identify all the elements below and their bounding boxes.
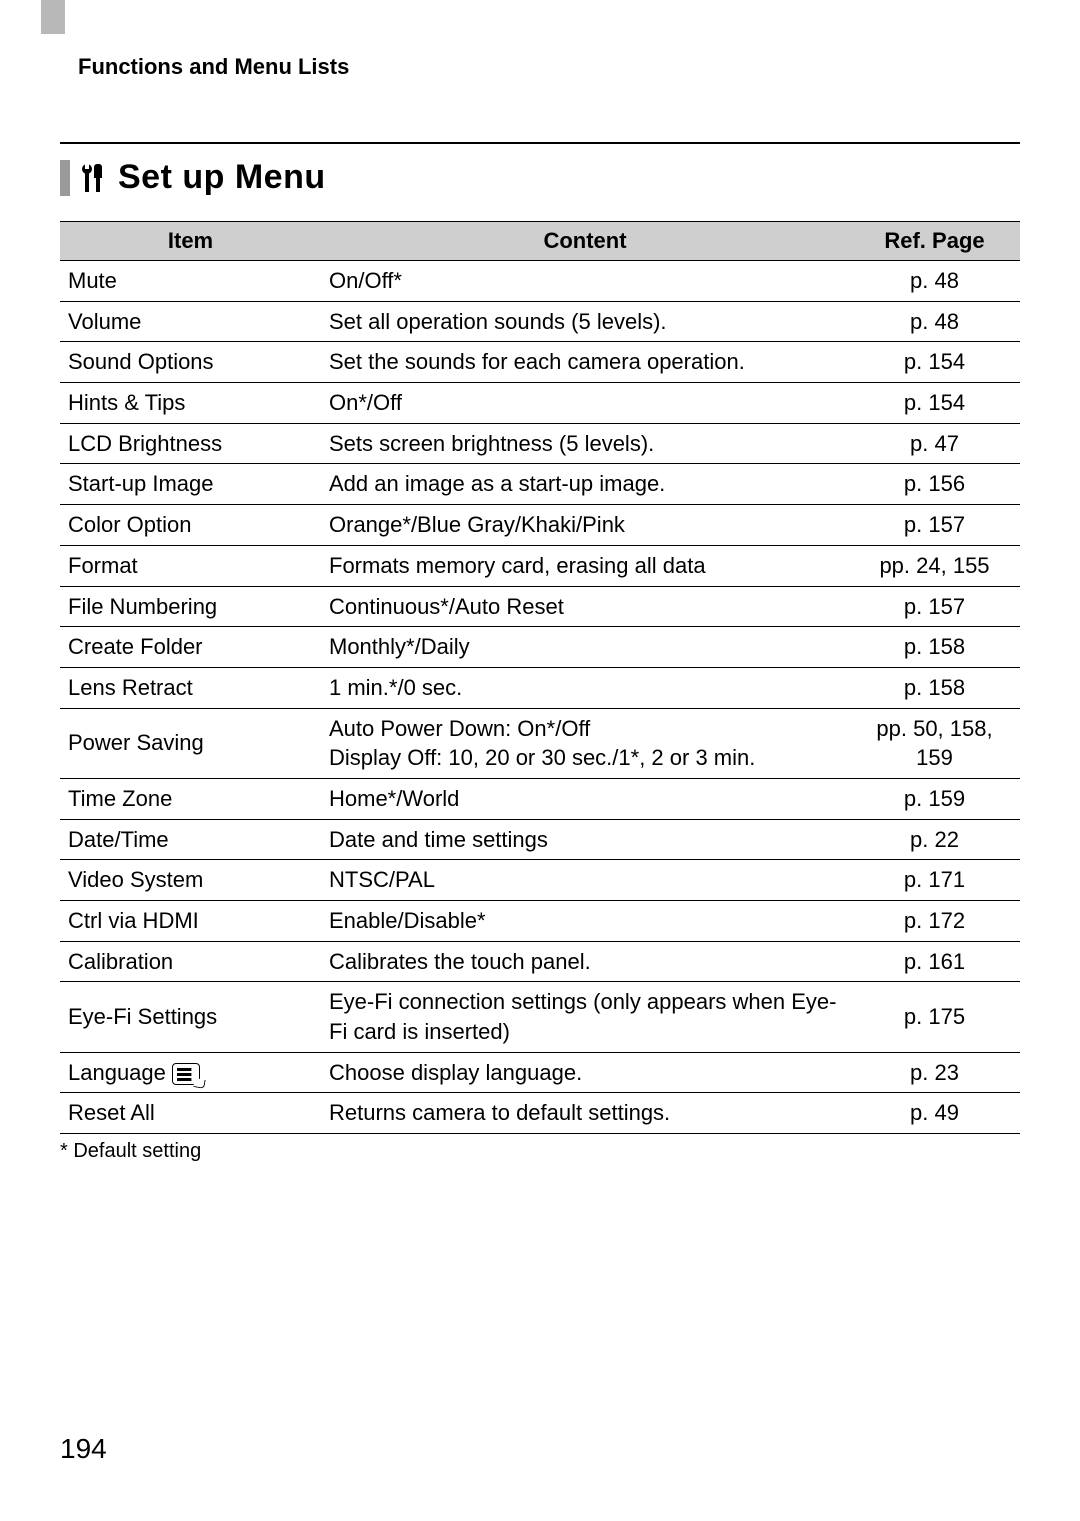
cell-content: Continuous*/Auto Reset	[321, 586, 849, 627]
cell-content: Returns camera to default settings.	[321, 1093, 849, 1134]
page-header: Functions and Menu Lists	[78, 54, 1020, 80]
cell-ref-page: p. 175	[849, 982, 1020, 1052]
col-header-content: Content	[321, 222, 849, 261]
cell-content: NTSC/PAL	[321, 860, 849, 901]
cell-content: 1 min.*/0 sec.	[321, 667, 849, 708]
cell-ref-page: p. 47	[849, 423, 1020, 464]
table-row: Video SystemNTSC/PALp. 171	[60, 860, 1020, 901]
cell-content: Add an image as a start-up image.	[321, 464, 849, 505]
table-row: LCD BrightnessSets screen brightness (5 …	[60, 423, 1020, 464]
setup-menu-table: Item Content Ref. Page MuteOn/Off*p. 48V…	[60, 221, 1020, 1134]
cell-ref-page: pp. 50, 158, 159	[849, 708, 1020, 778]
col-header-ref: Ref. Page	[849, 222, 1020, 261]
cell-item: Language	[60, 1052, 321, 1093]
cell-ref-page: p. 172	[849, 901, 1020, 942]
table-row: VolumeSet all operation sounds (5 levels…	[60, 301, 1020, 342]
table-row: Date/TimeDate and time settingsp. 22	[60, 819, 1020, 860]
cell-ref-page: p. 161	[849, 941, 1020, 982]
cell-content: Enable/Disable*	[321, 901, 849, 942]
cell-ref-page: pp. 24, 155	[849, 545, 1020, 586]
table-row: Reset AllReturns camera to default setti…	[60, 1093, 1020, 1134]
cell-content: Eye-Fi connection settings (only appears…	[321, 982, 849, 1052]
table-row: Eye-Fi SettingsEye-Fi connection setting…	[60, 982, 1020, 1052]
table-row: Hints & TipsOn*/Offp. 154	[60, 383, 1020, 424]
section: Set up Menu Item Content Ref. Page MuteO…	[60, 142, 1020, 1163]
tools-icon	[82, 164, 102, 192]
cell-item: Volume	[60, 301, 321, 342]
section-title-row: Set up Menu	[60, 158, 1020, 197]
cell-item: Hints & Tips	[60, 383, 321, 424]
cell-content: Set the sounds for each camera operation…	[321, 342, 849, 383]
table-row: Lens Retract1 min.*/0 sec.p. 158	[60, 667, 1020, 708]
table-row: MuteOn/Off*p. 48	[60, 261, 1020, 302]
cell-content: Home*/World	[321, 778, 849, 819]
cell-ref-page: p. 154	[849, 342, 1020, 383]
table-row: LanguageChoose display language.p. 23	[60, 1052, 1020, 1093]
cell-content: Auto Power Down: On*/OffDisplay Off: 10,…	[321, 708, 849, 778]
cell-ref-page: p. 48	[849, 261, 1020, 302]
cell-ref-page: p. 157	[849, 586, 1020, 627]
language-badge-icon	[172, 1063, 200, 1085]
cell-item: Calibration	[60, 941, 321, 982]
cell-content: On*/Off	[321, 383, 849, 424]
cell-ref-page: p. 171	[849, 860, 1020, 901]
table-row: Sound OptionsSet the sounds for each cam…	[60, 342, 1020, 383]
table-row: Time ZoneHome*/Worldp. 159	[60, 778, 1020, 819]
cell-item: Power Saving	[60, 708, 321, 778]
cell-item: Eye-Fi Settings	[60, 982, 321, 1052]
cell-content: Monthly*/Daily	[321, 627, 849, 668]
cell-item: File Numbering	[60, 586, 321, 627]
cell-content: Choose display language.	[321, 1052, 849, 1093]
side-tab	[41, 0, 65, 34]
table-row: Create FolderMonthly*/Dailyp. 158	[60, 627, 1020, 668]
cell-item: Time Zone	[60, 778, 321, 819]
cell-ref-page: p. 156	[849, 464, 1020, 505]
cell-content: Sets screen brightness (5 levels).	[321, 423, 849, 464]
cell-content: Orange*/Blue Gray/Khaki/Pink	[321, 505, 849, 546]
cell-item: LCD Brightness	[60, 423, 321, 464]
cell-content: Formats memory card, erasing all data	[321, 545, 849, 586]
cell-content: On/Off*	[321, 261, 849, 302]
table-row: FormatFormats memory card, erasing all d…	[60, 545, 1020, 586]
cell-item: Mute	[60, 261, 321, 302]
cell-item: Video System	[60, 860, 321, 901]
cell-ref-page: p. 159	[849, 778, 1020, 819]
cell-item: Lens Retract	[60, 667, 321, 708]
cell-ref-page: p. 49	[849, 1093, 1020, 1134]
table-row: Start-up ImageAdd an image as a start-up…	[60, 464, 1020, 505]
cell-ref-page: p. 22	[849, 819, 1020, 860]
table-header-row: Item Content Ref. Page	[60, 222, 1020, 261]
cell-ref-page: p. 157	[849, 505, 1020, 546]
page-number: 194	[60, 1433, 107, 1465]
cell-item: Format	[60, 545, 321, 586]
cell-ref-page: p. 158	[849, 667, 1020, 708]
cell-ref-page: p. 23	[849, 1052, 1020, 1093]
cell-item: Ctrl via HDMI	[60, 901, 321, 942]
cell-content: Calibrates the touch panel.	[321, 941, 849, 982]
table-row: Power SavingAuto Power Down: On*/OffDisp…	[60, 708, 1020, 778]
cell-item: Create Folder	[60, 627, 321, 668]
cell-item: Reset All	[60, 1093, 321, 1134]
cell-item: Start-up Image	[60, 464, 321, 505]
cell-ref-page: p. 158	[849, 627, 1020, 668]
col-header-item: Item	[60, 222, 321, 261]
accent-bar	[60, 160, 70, 196]
page: Functions and Menu Lists Set up Menu Ite…	[0, 0, 1080, 1521]
table-row: Ctrl via HDMIEnable/Disable*p. 172	[60, 901, 1020, 942]
cell-content: Set all operation sounds (5 levels).	[321, 301, 849, 342]
table-row: Color OptionOrange*/Blue Gray/Khaki/Pink…	[60, 505, 1020, 546]
cell-ref-page: p. 48	[849, 301, 1020, 342]
table-row: File NumberingContinuous*/Auto Resetp. 1…	[60, 586, 1020, 627]
table-row: CalibrationCalibrates the touch panel.p.…	[60, 941, 1020, 982]
cell-content: Date and time settings	[321, 819, 849, 860]
cell-ref-page: p. 154	[849, 383, 1020, 424]
cell-item: Date/Time	[60, 819, 321, 860]
section-title: Set up Menu	[118, 158, 326, 197]
cell-item: Color Option	[60, 505, 321, 546]
footnote: * Default setting	[60, 1140, 1020, 1163]
cell-item: Sound Options	[60, 342, 321, 383]
